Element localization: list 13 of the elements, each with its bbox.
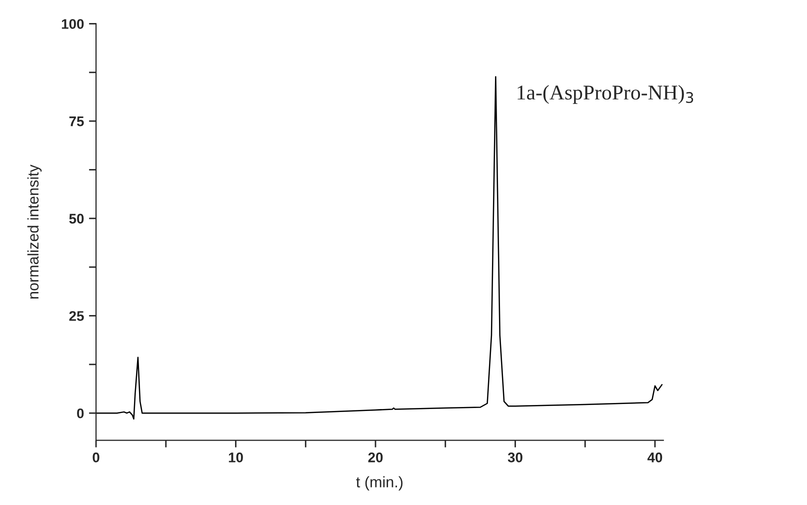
y-tick-label: 25: [69, 311, 84, 321]
y-tick-label: 0: [77, 408, 84, 418]
x-tick-label: 0: [92, 452, 100, 462]
y-axis-title: normalized intensity: [27, 164, 42, 299]
x-tick-label: 30: [508, 452, 522, 462]
x-axis-title: t (min.): [356, 476, 403, 490]
annotation: 1a-(AspProPro-NH)$_{3}$: [518, 84, 694, 104]
x-tick-label: 10: [228, 452, 243, 462]
y-tick-label: 50: [69, 214, 84, 224]
y-tick-label: 100: [62, 19, 84, 29]
y-tick-label: 75: [69, 116, 84, 126]
x-tick-label: 20: [368, 452, 383, 462]
x-tick-label: 40: [647, 452, 662, 462]
